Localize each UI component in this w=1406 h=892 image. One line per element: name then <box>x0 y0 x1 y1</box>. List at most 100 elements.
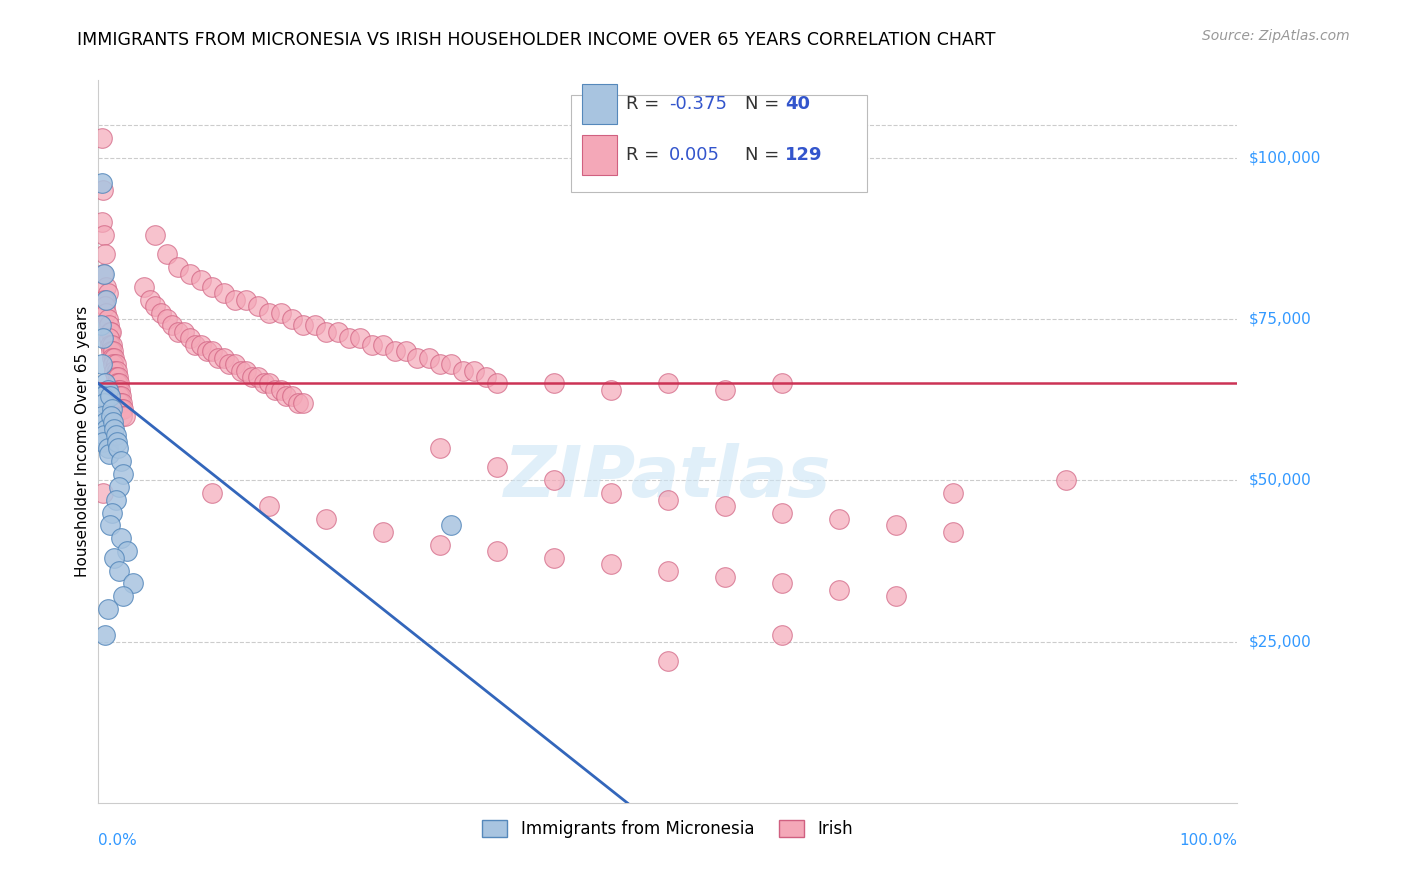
Point <box>543 376 565 391</box>
Text: 0.005: 0.005 <box>669 146 720 164</box>
Point <box>486 376 509 391</box>
Point <box>114 409 136 423</box>
Text: $50,000: $50,000 <box>1249 473 1312 488</box>
Point <box>337 331 360 345</box>
Text: 40: 40 <box>785 95 810 113</box>
Point <box>600 557 623 571</box>
Point <box>201 279 224 293</box>
Point <box>138 293 160 307</box>
Point <box>93 228 115 243</box>
Text: R =: R = <box>626 95 665 113</box>
Point <box>167 325 190 339</box>
Point <box>184 338 207 352</box>
Text: Source: ZipAtlas.com: Source: ZipAtlas.com <box>1202 29 1350 43</box>
Text: $25,000: $25,000 <box>1249 634 1312 649</box>
Point <box>543 473 565 487</box>
Point <box>93 428 115 442</box>
Point <box>657 376 679 391</box>
Point <box>91 486 114 500</box>
Point <box>111 409 134 423</box>
Point <box>190 338 212 352</box>
Point <box>942 486 965 500</box>
Point <box>440 518 463 533</box>
Point <box>440 357 463 371</box>
Point <box>101 402 124 417</box>
Point <box>105 434 128 449</box>
Point <box>276 389 298 403</box>
Point <box>292 396 315 410</box>
Point <box>145 299 167 313</box>
Point <box>90 215 112 229</box>
Point <box>110 389 132 403</box>
Point <box>304 318 326 333</box>
Point <box>90 357 112 371</box>
Text: IMMIGRANTS FROM MICRONESIA VS IRISH HOUSEHOLDER INCOME OVER 65 YEARS CORRELATION: IMMIGRANTS FROM MICRONESIA VS IRISH HOUS… <box>77 31 995 49</box>
Point <box>90 177 112 191</box>
Point <box>94 415 117 429</box>
Point <box>105 363 128 377</box>
Point <box>111 396 134 410</box>
Point <box>121 576 143 591</box>
Point <box>91 389 114 403</box>
Point <box>110 454 132 468</box>
Point <box>371 524 394 539</box>
Text: N =: N = <box>745 95 786 113</box>
Point <box>108 480 131 494</box>
Point <box>429 441 451 455</box>
Text: N =: N = <box>745 146 786 164</box>
Point <box>224 293 246 307</box>
Text: -0.375: -0.375 <box>669 95 727 113</box>
Point <box>884 590 907 604</box>
Point <box>229 363 252 377</box>
Point <box>91 267 114 281</box>
Point <box>94 628 117 642</box>
Point <box>93 396 115 410</box>
Point <box>100 409 122 423</box>
Point <box>281 389 304 403</box>
Point <box>98 325 121 339</box>
Point <box>101 338 124 352</box>
Point <box>162 318 184 333</box>
Point <box>108 396 131 410</box>
Point <box>156 247 179 261</box>
Point <box>96 305 118 319</box>
Point <box>463 363 485 377</box>
Point <box>94 299 117 313</box>
Point <box>212 286 235 301</box>
Point <box>315 325 337 339</box>
Point <box>714 383 737 397</box>
Point <box>97 447 120 461</box>
Point <box>657 654 679 668</box>
Point <box>246 299 269 313</box>
Point <box>104 357 127 371</box>
Point <box>103 344 125 359</box>
Point <box>107 441 129 455</box>
Point <box>101 351 124 365</box>
Point <box>105 376 128 391</box>
Point <box>395 344 418 359</box>
Point <box>96 293 118 307</box>
Point <box>657 564 679 578</box>
Point <box>418 351 440 365</box>
Point <box>770 576 793 591</box>
Point <box>103 415 125 429</box>
Point <box>91 331 114 345</box>
Y-axis label: Householder Income Over 65 years: Householder Income Over 65 years <box>75 306 90 577</box>
Point <box>714 499 737 513</box>
Point <box>96 312 118 326</box>
Point <box>96 422 118 436</box>
Point <box>108 389 131 403</box>
Point <box>770 506 793 520</box>
Point <box>101 506 124 520</box>
Point <box>97 318 120 333</box>
Point <box>98 338 121 352</box>
Point <box>240 370 263 384</box>
Point <box>252 376 274 391</box>
Point <box>91 434 114 449</box>
Point <box>145 228 167 243</box>
Point <box>212 351 235 365</box>
Point <box>201 344 224 359</box>
Point <box>93 293 115 307</box>
FancyBboxPatch shape <box>571 95 868 193</box>
Point <box>103 351 125 365</box>
